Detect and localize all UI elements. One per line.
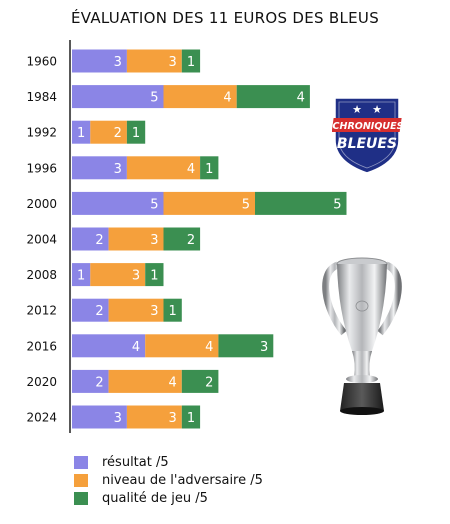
bar-2024-s0 — [72, 405, 127, 429]
chart-title: ÉVALUATION DES 11 EUROS DES BLEUS — [70, 9, 380, 27]
legend-item-qualite-jeu: qualité de jeu /5 — [74, 490, 263, 507]
svg-text:★: ★ — [372, 103, 382, 116]
data-label-2024-s2: 1 — [187, 411, 195, 426]
bar-2008-s1 — [90, 263, 146, 287]
bar-1996-s2 — [200, 156, 219, 180]
svg-text:BLEUES: BLEUES — [337, 136, 397, 152]
bar-2024-s1 — [126, 405, 182, 429]
data-label-2012-s2: 1 — [169, 304, 177, 319]
data-label-2004-s1: 3 — [150, 233, 158, 248]
bar-2020-s2 — [181, 369, 219, 393]
y-tick-label-1992: 1992 — [26, 126, 57, 140]
legend-label: résultat /5 — [102, 455, 169, 470]
legend-swatch — [74, 456, 88, 469]
y-tick-label-2020: 2020 — [26, 375, 57, 389]
y-tick-label-2016: 2016 — [26, 339, 57, 353]
data-label-1984-s1: 4 — [223, 91, 231, 106]
bar-2000-s2 — [255, 191, 347, 215]
data-label-2016-s0: 4 — [132, 340, 140, 355]
data-label-2024-s0: 3 — [114, 411, 122, 426]
data-label-2012-s0: 2 — [95, 304, 103, 319]
data-label-2000-s2: 5 — [333, 197, 341, 212]
svg-text:★: ★ — [352, 103, 362, 116]
y-tick-label-2004: 2004 — [26, 233, 57, 247]
legend-label: niveau de l'adversaire /5 — [102, 473, 263, 488]
data-label-1984-s0: 5 — [150, 91, 158, 106]
bar-2000-s1 — [163, 191, 255, 215]
data-label-2016-s1: 4 — [205, 340, 213, 355]
y-tick-label-1984: 1984 — [26, 90, 57, 104]
bar-1960-s2 — [181, 49, 201, 73]
bar-2004-s2 — [163, 227, 201, 251]
data-label-1996-s0: 3 — [114, 162, 122, 177]
legend-swatch — [74, 474, 88, 487]
bar-1992-s0 — [72, 120, 91, 144]
data-label-1996-s1: 4 — [187, 162, 195, 177]
bar-1992-s1 — [90, 120, 127, 144]
bar-2016-s1 — [145, 334, 219, 358]
bar-1984-s1 — [163, 85, 237, 109]
data-label-2016-s2: 3 — [260, 340, 268, 355]
bars-layer — [72, 49, 347, 429]
data-label-2000-s0: 5 — [150, 197, 158, 212]
y-tick-label-2012: 2012 — [26, 304, 57, 318]
y-tick-label-1996: 1996 — [26, 161, 57, 175]
data-label-1984-s2: 4 — [297, 91, 305, 106]
bar-1984-s2 — [236, 85, 310, 109]
bar-2008-s0 — [72, 263, 91, 287]
bar-2020-s1 — [108, 369, 182, 393]
data-label-1960-s0: 3 — [114, 55, 122, 70]
legend-item-resultat: résultat /5 — [74, 454, 263, 471]
bar-2004-s0 — [72, 227, 109, 251]
bar-2024-s2 — [181, 405, 201, 429]
y-tick-label-1960: 1960 — [26, 55, 57, 69]
bar-1992-s2 — [126, 120, 146, 144]
legend-item-niveau-adversaire: niveau de l'adversaire /5 — [74, 472, 263, 489]
data-label-1960-s1: 3 — [169, 55, 177, 70]
data-label-1992-s2: 1 — [132, 126, 140, 141]
data-label-1960-s2: 1 — [187, 55, 195, 70]
bar-2020-s0 — [72, 369, 109, 393]
data-label-2020-s0: 2 — [95, 375, 103, 390]
bar-2012-s2 — [163, 298, 182, 322]
bar-2012-s1 — [108, 298, 164, 322]
bar-1960-s1 — [126, 49, 182, 73]
bar-2000-s0 — [72, 191, 164, 215]
legend: résultat /5 niveau de l'adversaire /5 qu… — [74, 454, 263, 508]
data-label-2008-s2: 1 — [150, 269, 158, 284]
bar-2012-s0 — [72, 298, 109, 322]
bar-2016-s2 — [218, 334, 274, 358]
bar-1996-s1 — [126, 156, 201, 180]
legend-swatch — [74, 492, 88, 505]
data-label-2024-s1: 3 — [169, 411, 177, 426]
y-tick-label-2008: 2008 — [26, 268, 57, 282]
svg-text:CHRONIQUES: CHRONIQUES — [333, 121, 402, 132]
bar-2004-s1 — [108, 227, 164, 251]
data-label-2000-s1: 5 — [242, 197, 250, 212]
chroniques-bleues-logo: ★ ★ CHRONIQUES BLEUES — [331, 94, 404, 180]
data-label-2008-s1: 3 — [132, 269, 140, 284]
data-label-2020-s1: 4 — [169, 375, 177, 390]
data-label-2004-s0: 2 — [95, 233, 103, 248]
legend-label: qualité de jeu /5 — [102, 491, 208, 506]
bar-2008-s2 — [145, 263, 164, 287]
data-label-2020-s2: 2 — [205, 375, 213, 390]
data-label-2012-s1: 3 — [150, 304, 158, 319]
data-label-1992-s1: 2 — [114, 126, 122, 141]
bar-2016-s0 — [72, 334, 146, 358]
data-label-1996-s2: 1 — [205, 162, 213, 177]
data-label-2008-s0: 1 — [77, 269, 85, 284]
data-label-1992-s0: 1 — [77, 126, 85, 141]
y-tick-label-2000: 2000 — [26, 197, 57, 211]
euro-trophy-icon — [322, 251, 402, 425]
data-label-2004-s2: 2 — [187, 233, 195, 248]
bar-1984-s0 — [72, 85, 164, 109]
bar-1960-s0 — [72, 49, 127, 73]
y-tick-label-2024: 2024 — [26, 411, 57, 425]
bar-1996-s0 — [72, 156, 127, 180]
